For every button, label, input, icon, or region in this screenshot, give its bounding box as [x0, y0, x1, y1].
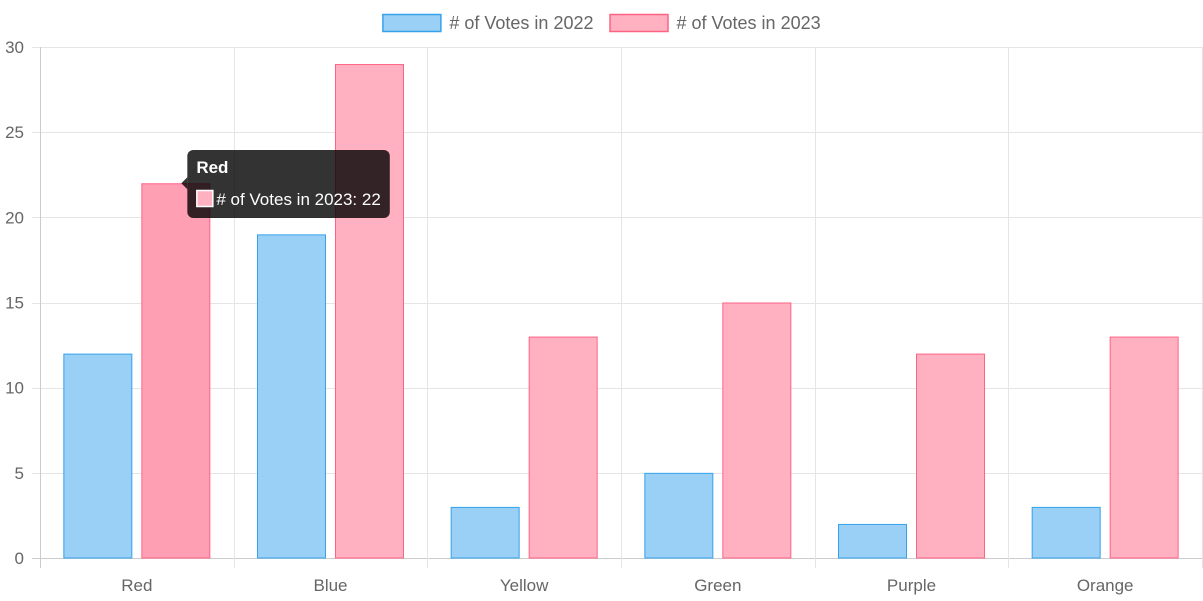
bar-orange-2023[interactable]: [1109, 336, 1179, 559]
bar-yellow-2023[interactable]: [528, 336, 598, 559]
legend-item[interactable]: # of Votes in 2022: [382, 13, 594, 33]
x-tick-label: Green: [694, 576, 741, 595]
legend-swatch: [382, 13, 442, 33]
bar-blue-2022[interactable]: [257, 234, 326, 559]
y-tick-label: 30: [5, 38, 24, 57]
bar-red-2023[interactable]: [141, 183, 211, 559]
tooltip-box: [187, 150, 390, 218]
bar-purple-2023[interactable]: [916, 353, 985, 559]
y-tick-label: 0: [15, 549, 24, 568]
bar-orange-2022[interactable]: [1031, 506, 1101, 559]
x-tick-label: Purple: [887, 576, 936, 595]
bar-yellow-2022[interactable]: [450, 506, 520, 559]
tooltip-title: Red: [196, 158, 228, 177]
x-tick-label: Yellow: [500, 576, 549, 595]
bar-purple-2022[interactable]: [838, 523, 907, 559]
bar-green-2023[interactable]: [722, 302, 792, 559]
y-tick-label: 5: [15, 464, 24, 483]
legend-item[interactable]: # of Votes in 2023: [609, 13, 821, 33]
tooltip-caret: [181, 177, 188, 190]
x-tick-label: Red: [121, 576, 152, 595]
axes: 0 5 10 15 20 25 30 Red Blue Yellow Green Purple Oran…: [5, 38, 1133, 595]
legend-label: # of Votes in 2023: [677, 13, 821, 33]
y-tick-label: 15: [5, 294, 24, 313]
tooltip-swatch: [196, 189, 214, 208]
x-tick-label: Blue: [313, 576, 347, 595]
legend: # of Votes in 2022 # of Votes in 2023: [382, 13, 821, 33]
y-tick-label: 25: [5, 123, 24, 142]
tooltip-label: # of Votes in 2023: 22: [216, 190, 380, 209]
bar-blue-2023[interactable]: [335, 64, 404, 559]
y-tick-label: 20: [5, 208, 24, 227]
legend-swatch: [609, 13, 669, 33]
bar-green-2022[interactable]: [644, 472, 714, 559]
legend-label: # of Votes in 2022: [449, 13, 593, 33]
bar-red-2022[interactable]: [63, 353, 133, 559]
x-tick-label: Orange: [1077, 576, 1134, 595]
bars: [63, 64, 1179, 559]
tooltip: Red # of Votes in 2023: 22: [181, 150, 390, 218]
y-tick-label: 10: [5, 379, 24, 398]
